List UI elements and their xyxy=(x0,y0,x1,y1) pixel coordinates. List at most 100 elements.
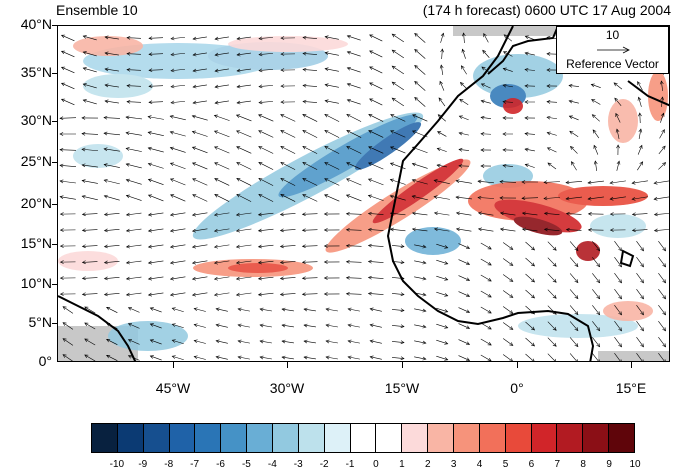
wind-vector-head xyxy=(368,162,373,166)
wind-vector-head xyxy=(369,98,374,102)
wind-vector-head xyxy=(302,67,307,72)
wind-vector-head xyxy=(236,52,241,57)
wind-vector-head xyxy=(82,83,87,87)
wind-vector-head xyxy=(638,128,643,133)
wind-vector-head xyxy=(125,147,130,151)
wind-vector-head xyxy=(411,130,417,134)
wind-vector xyxy=(214,146,230,154)
wind-vector xyxy=(525,289,535,299)
wind-vector-head xyxy=(104,35,109,40)
wind-vector-head xyxy=(106,306,111,311)
wind-vector-head xyxy=(171,355,176,359)
wind-vector-head xyxy=(237,323,242,328)
wind-vector-head xyxy=(521,227,526,232)
wind-vector xyxy=(614,97,622,107)
wind-vector-head xyxy=(461,48,466,53)
wind-vector xyxy=(368,178,384,186)
wind-vector xyxy=(104,245,120,247)
wind-vector-head xyxy=(60,66,66,71)
colorbar-swatch xyxy=(609,424,635,452)
wind-vector-head xyxy=(458,147,463,152)
wind-vector-head xyxy=(502,83,507,88)
wind-vector-head xyxy=(587,212,592,216)
wind-vector xyxy=(391,325,405,327)
wind-vector xyxy=(369,66,383,74)
wind-vector xyxy=(236,228,252,232)
wind-vector xyxy=(370,324,382,328)
wind-vector xyxy=(62,354,73,361)
wind-vector-head xyxy=(347,339,352,344)
wind-vector-head xyxy=(640,311,644,316)
reference-arrow-icon xyxy=(597,46,630,54)
wind-vector xyxy=(480,306,492,314)
wind-vector xyxy=(106,339,118,345)
wind-vector xyxy=(478,228,494,232)
wind-vector-head xyxy=(302,99,307,104)
wind-vector-head xyxy=(631,212,636,217)
wind-vector xyxy=(82,229,98,231)
wind-vector-head xyxy=(236,194,241,198)
wind-vector xyxy=(105,68,119,72)
wind-vector-head xyxy=(215,355,220,360)
wind-vector-head xyxy=(170,36,175,41)
colorbar-label: -5 xyxy=(241,459,251,470)
wind-vector-head xyxy=(524,163,529,168)
wind-vector-head xyxy=(552,342,557,347)
wind-vector xyxy=(148,194,164,202)
wind-vector xyxy=(458,149,470,151)
wind-vector xyxy=(568,85,580,87)
wind-vector-head xyxy=(149,323,154,327)
wind-vector xyxy=(236,212,252,216)
wind-vector-head xyxy=(258,146,263,150)
wind-vector-head xyxy=(346,114,351,118)
wind-vector-head xyxy=(193,355,198,360)
lat-tick xyxy=(52,323,57,324)
wind-vector-head xyxy=(389,146,395,150)
wind-vector-head xyxy=(574,359,578,361)
wind-vector-head xyxy=(591,114,596,119)
wind-vector-head xyxy=(640,295,644,300)
wind-vector xyxy=(503,84,513,88)
wind-vector xyxy=(302,213,318,215)
wind-vector xyxy=(104,229,120,231)
wind-vector xyxy=(236,114,252,122)
wind-vector xyxy=(543,181,561,183)
wind-vector-head xyxy=(258,130,263,134)
wind-vector-head xyxy=(60,50,66,55)
wind-vector-head xyxy=(60,34,66,39)
colorbar-swatch xyxy=(324,424,351,452)
wind-vector xyxy=(346,277,362,279)
wind-vector xyxy=(282,340,294,344)
lat-tick xyxy=(52,121,57,122)
wind-vector xyxy=(215,84,229,88)
wind-vector xyxy=(82,195,98,201)
wind-vector-head xyxy=(148,68,153,73)
wind-vector-head xyxy=(346,82,351,87)
wind-vector xyxy=(304,324,316,328)
wind-vector-head xyxy=(171,307,176,311)
wind-vector-head xyxy=(126,83,131,88)
wind-vector xyxy=(638,97,642,107)
positive-anomaly-shading xyxy=(58,36,668,321)
wind-vector xyxy=(302,261,318,263)
wind-vector xyxy=(61,50,75,58)
wind-vector xyxy=(304,340,316,344)
wind-vector xyxy=(370,340,382,344)
wind-vector-head xyxy=(302,51,307,56)
wind-vector xyxy=(478,180,494,184)
wind-vector xyxy=(324,162,340,170)
wind-vector-head xyxy=(192,178,197,182)
wind-vector-head xyxy=(323,228,328,232)
lat-label-15n: 15°N xyxy=(20,235,52,251)
wind-vector-head xyxy=(59,163,64,168)
wind-vector-head xyxy=(345,275,350,280)
wind-vector-head xyxy=(281,307,286,312)
wind-vector-head xyxy=(279,228,284,233)
wind-vector-head xyxy=(191,228,197,233)
wind-vector-head xyxy=(104,83,109,88)
wind-vector-head xyxy=(574,327,579,332)
colorbar-swatch xyxy=(505,424,532,452)
wind-vector-head xyxy=(367,227,372,232)
colorbar-label: 8 xyxy=(580,459,586,470)
wind-vector-head xyxy=(192,68,197,73)
